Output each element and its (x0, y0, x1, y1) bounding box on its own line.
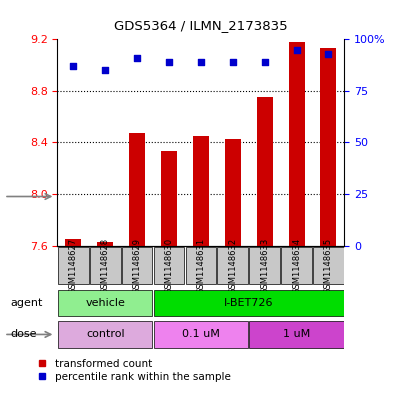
Text: GSM1148634: GSM1148634 (291, 238, 300, 294)
Bar (256, 97, 272, 246)
Bar (288, 42, 304, 246)
Bar (281, 247, 311, 284)
Bar (90, 247, 120, 284)
Bar (249, 321, 343, 347)
Bar (121, 247, 152, 284)
Bar (58, 247, 88, 284)
Bar (129, 134, 145, 246)
Point (133, 55, 140, 61)
Bar (153, 247, 184, 284)
Text: agent: agent (10, 298, 43, 308)
Text: dose: dose (10, 329, 37, 340)
Text: GDS5364 / ILMN_2173835: GDS5364 / ILMN_2173835 (114, 19, 287, 32)
Text: GSM1148631: GSM1148631 (196, 238, 205, 294)
Text: GSM1148627: GSM1148627 (69, 238, 78, 294)
Bar (217, 247, 247, 284)
Text: GSM1148630: GSM1148630 (164, 238, 173, 294)
Bar (185, 247, 216, 284)
Bar (161, 151, 177, 246)
Point (324, 51, 331, 57)
Text: control: control (86, 329, 124, 339)
Bar (97, 242, 113, 246)
Point (102, 67, 108, 73)
Bar (312, 247, 343, 284)
Text: GSM1148629: GSM1148629 (132, 238, 141, 294)
Point (261, 59, 267, 65)
Text: GSM1148628: GSM1148628 (101, 238, 110, 294)
Text: GSM1148635: GSM1148635 (323, 238, 332, 294)
Text: GSM1148632: GSM1148632 (228, 238, 237, 294)
Point (197, 59, 204, 65)
Bar (65, 239, 81, 246)
Point (165, 59, 172, 65)
Bar (58, 321, 152, 347)
Bar (153, 290, 343, 316)
Bar (249, 247, 279, 284)
Text: 0.1 uM: 0.1 uM (182, 329, 219, 339)
Text: vehicle: vehicle (85, 298, 125, 308)
Text: 1 uM: 1 uM (282, 329, 310, 339)
Bar (224, 139, 240, 246)
Text: GSM1148633: GSM1148633 (260, 237, 269, 294)
Point (292, 46, 299, 53)
Point (70, 63, 76, 69)
Point (229, 59, 236, 65)
Bar (193, 136, 208, 246)
Legend: transformed count, percentile rank within the sample: transformed count, percentile rank withi… (38, 359, 230, 382)
Bar (153, 321, 247, 347)
Bar (58, 290, 152, 316)
Text: I-BET726: I-BET726 (223, 298, 273, 308)
Bar (320, 48, 336, 246)
